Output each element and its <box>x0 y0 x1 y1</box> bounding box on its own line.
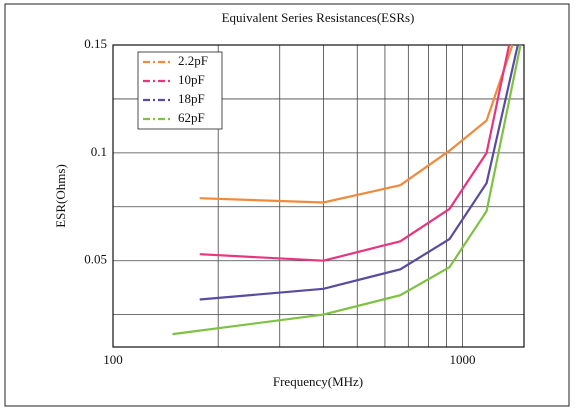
plot-border <box>112 44 525 348</box>
y-tick-label: 0.05 <box>84 252 107 267</box>
series-line <box>172 44 522 336</box>
x-tick-label: 1000 <box>449 352 475 367</box>
y-tick-label: 0.1 <box>91 144 107 159</box>
legend-label: 2.2pF <box>178 53 208 68</box>
legend-box <box>137 51 223 130</box>
y-axis-label: ESR(Ohms) <box>53 164 68 228</box>
legend-label: 18pF <box>178 91 205 106</box>
x-axis-label: Frequency(MHz) <box>273 374 363 389</box>
series-line <box>199 44 514 204</box>
x-tick-label: 100 <box>103 352 123 367</box>
legend-label: 62pF <box>178 110 205 125</box>
frame <box>4 3 570 407</box>
y-tick-label: 0.15 <box>84 36 107 51</box>
chart-title: Equivalent Series Resistances(ESRs) <box>222 10 415 25</box>
legend-label: 10pF <box>178 72 205 87</box>
series-line <box>199 44 511 262</box>
series-line <box>199 44 519 301</box>
